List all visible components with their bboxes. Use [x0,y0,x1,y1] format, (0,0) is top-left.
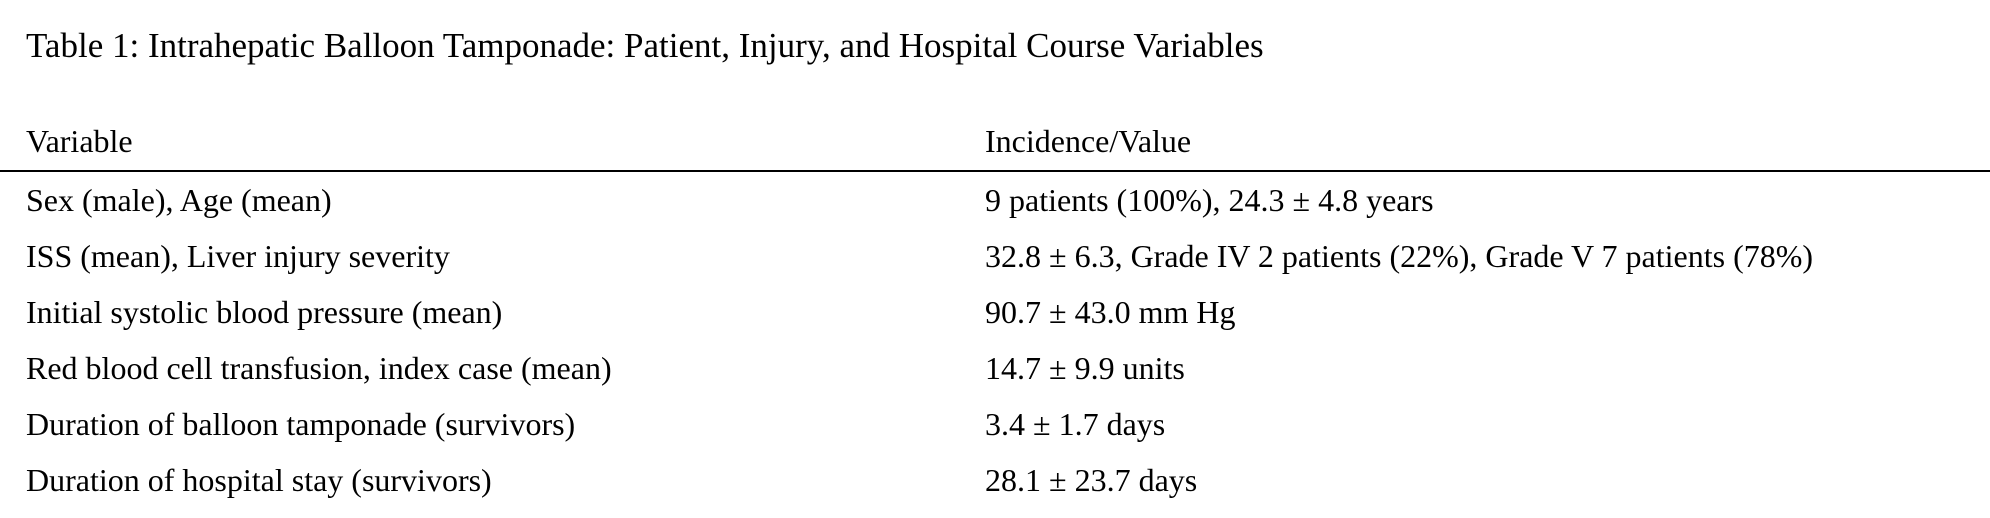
table-row: ISS (mean), Liver injury severity 32.8 ±… [0,228,1990,284]
column-header-variable: Variable [0,112,985,172]
variable-cell: ISS (mean), Liver injury severity [26,237,450,274]
table-row: Initial systolic blood pressure (mean) 9… [0,284,1990,340]
table-header-row: Variable Incidence/Value [0,112,1990,172]
value-cell: 28.1 ± 23.7 days [985,461,1198,498]
table-row: Red blood cell transfusion, index case (… [0,340,1990,396]
variable-cell: Sex (male), Age (mean) [26,181,332,218]
value-cell: 3.4 ± 1.7 days [985,405,1166,442]
value-cell: 32.8 ± 6.3, Grade IV 2 patients (22%), G… [985,237,1814,274]
column-header-incidence-value: Incidence/Value [985,112,1990,172]
value-cell: 90.7 ± 43.0 mm Hg [985,293,1236,330]
table-row: Duration of balloon tamponade (survivors… [0,396,1990,452]
table-row: Sex (male), Age (mean) 9 patients (100%)… [0,171,1990,228]
data-table: Variable Incidence/Value Sex (male), Age… [0,112,1990,508]
variable-cell: Duration of balloon tamponade (survivors… [26,405,576,442]
table-caption: Table 1: Intrahepatic Balloon Tamponade:… [26,26,1264,65]
table-row: Duration of hospital stay (survivors) 28… [0,452,1990,508]
value-cell: 14.7 ± 9.9 units [985,349,1185,386]
value-cell: 9 patients (100%), 24.3 ± 4.8 years [985,181,1434,218]
variable-cell: Red blood cell transfusion, index case (… [26,349,612,386]
variable-cell: Duration of hospital stay (survivors) [26,461,492,498]
variable-cell: Initial systolic blood pressure (mean) [26,293,503,330]
